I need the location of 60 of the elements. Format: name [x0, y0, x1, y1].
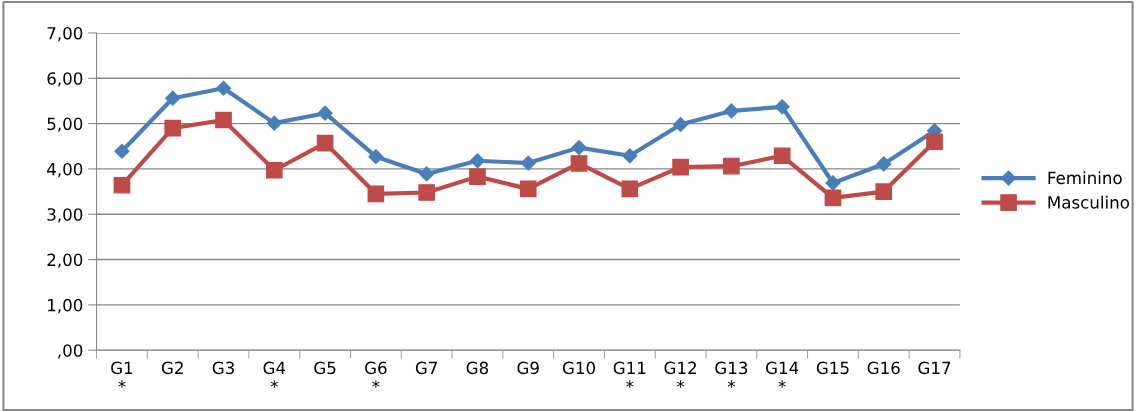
x-tick-label: G9: [517, 361, 539, 375]
point: [367, 185, 385, 203]
point: [215, 111, 232, 129]
y-tick-label: 1,00: [48, 298, 83, 314]
point: [113, 176, 131, 194]
x-tick-label: G12 *: [664, 361, 696, 388]
point: [164, 119, 182, 137]
point: [773, 147, 791, 165]
point: [520, 155, 536, 171]
x-tick-label: G3: [212, 361, 234, 375]
point: [266, 115, 282, 131]
y-tick-label: 6,00: [47, 72, 83, 87]
x-tick-label: G15: [816, 361, 849, 375]
point: [418, 184, 436, 201]
point: [419, 166, 435, 182]
y-tick-label: 2,00: [47, 253, 83, 268]
point: [621, 180, 639, 198]
point: [215, 80, 232, 96]
y-tick-label: 3,00: [47, 208, 83, 223]
point: [316, 134, 334, 152]
y-tick-label: 5,00: [47, 117, 83, 132]
x-tick-label: G6 *: [365, 361, 387, 388]
point: [317, 105, 333, 121]
x-tick-label: G10: [562, 361, 595, 375]
point: [824, 189, 842, 207]
point: [876, 156, 892, 172]
y-tick-label: ,00: [58, 344, 83, 359]
legend-label: Masculino: [1048, 195, 1129, 209]
y-tick-label: 4,00: [47, 162, 83, 178]
point: [926, 133, 943, 151]
point: [723, 103, 739, 119]
point: [165, 90, 181, 106]
point: [774, 99, 790, 115]
x-tick-label: G8: [466, 361, 489, 375]
x-tick-label: G16: [867, 361, 900, 375]
point: [622, 148, 638, 164]
y-tick-label: 7,00: [47, 26, 83, 42]
point: [469, 168, 486, 185]
x-tick-label: G17: [918, 361, 951, 375]
point: [114, 143, 130, 159]
point: [673, 116, 689, 133]
point: [265, 161, 283, 179]
point: [875, 183, 893, 200]
point: [570, 155, 588, 172]
point: [469, 153, 486, 169]
x-tick-label: G11 *: [613, 361, 646, 388]
x-tick-label: G14 *: [766, 361, 799, 388]
point: [368, 149, 384, 165]
point: [723, 157, 740, 175]
x-tick-label: G5: [314, 361, 336, 375]
point: [825, 175, 841, 191]
x-tick-label: G1 *: [111, 361, 133, 388]
x-tick-label: G2: [161, 361, 183, 375]
point: [519, 180, 537, 198]
point: [571, 140, 587, 156]
x-tick-label: G4 *: [263, 361, 286, 388]
x-tick-label: G7: [415, 361, 437, 375]
point: [672, 158, 689, 176]
legend-label: Feminino: [1048, 171, 1122, 185]
x-tick-label: G13 *: [715, 361, 748, 388]
